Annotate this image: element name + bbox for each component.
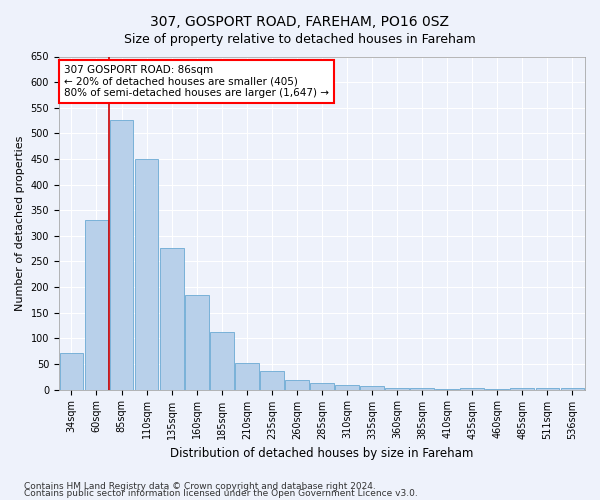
Bar <box>59 352 83 390</box>
Text: Contains HM Land Registry data © Crown copyright and database right 2024.: Contains HM Land Registry data © Crown c… <box>24 482 376 491</box>
Bar <box>310 383 334 390</box>
Bar <box>360 386 384 390</box>
Bar <box>160 248 184 390</box>
Bar <box>560 388 584 390</box>
Text: Contains public sector information licensed under the Open Government Licence v3: Contains public sector information licen… <box>24 490 418 498</box>
Bar <box>335 386 359 390</box>
Text: 307, GOSPORT ROAD, FAREHAM, PO16 0SZ: 307, GOSPORT ROAD, FAREHAM, PO16 0SZ <box>151 15 449 29</box>
Bar <box>85 220 109 390</box>
Bar <box>110 120 133 390</box>
Bar <box>536 388 559 390</box>
X-axis label: Distribution of detached houses by size in Fareham: Distribution of detached houses by size … <box>170 447 473 460</box>
Bar <box>385 388 409 390</box>
Bar <box>210 332 233 390</box>
Bar <box>285 380 309 390</box>
Bar <box>511 388 534 390</box>
Bar <box>260 371 284 390</box>
Bar <box>460 388 484 390</box>
Bar <box>485 389 509 390</box>
Bar <box>436 389 459 390</box>
Text: 307 GOSPORT ROAD: 86sqm
← 20% of detached houses are smaller (405)
80% of semi-d: 307 GOSPORT ROAD: 86sqm ← 20% of detache… <box>64 65 329 98</box>
Bar <box>185 295 209 390</box>
Bar <box>410 388 434 390</box>
Text: Size of property relative to detached houses in Fareham: Size of property relative to detached ho… <box>124 32 476 46</box>
Y-axis label: Number of detached properties: Number of detached properties <box>15 136 25 310</box>
Bar <box>235 364 259 390</box>
Bar <box>134 160 158 390</box>
